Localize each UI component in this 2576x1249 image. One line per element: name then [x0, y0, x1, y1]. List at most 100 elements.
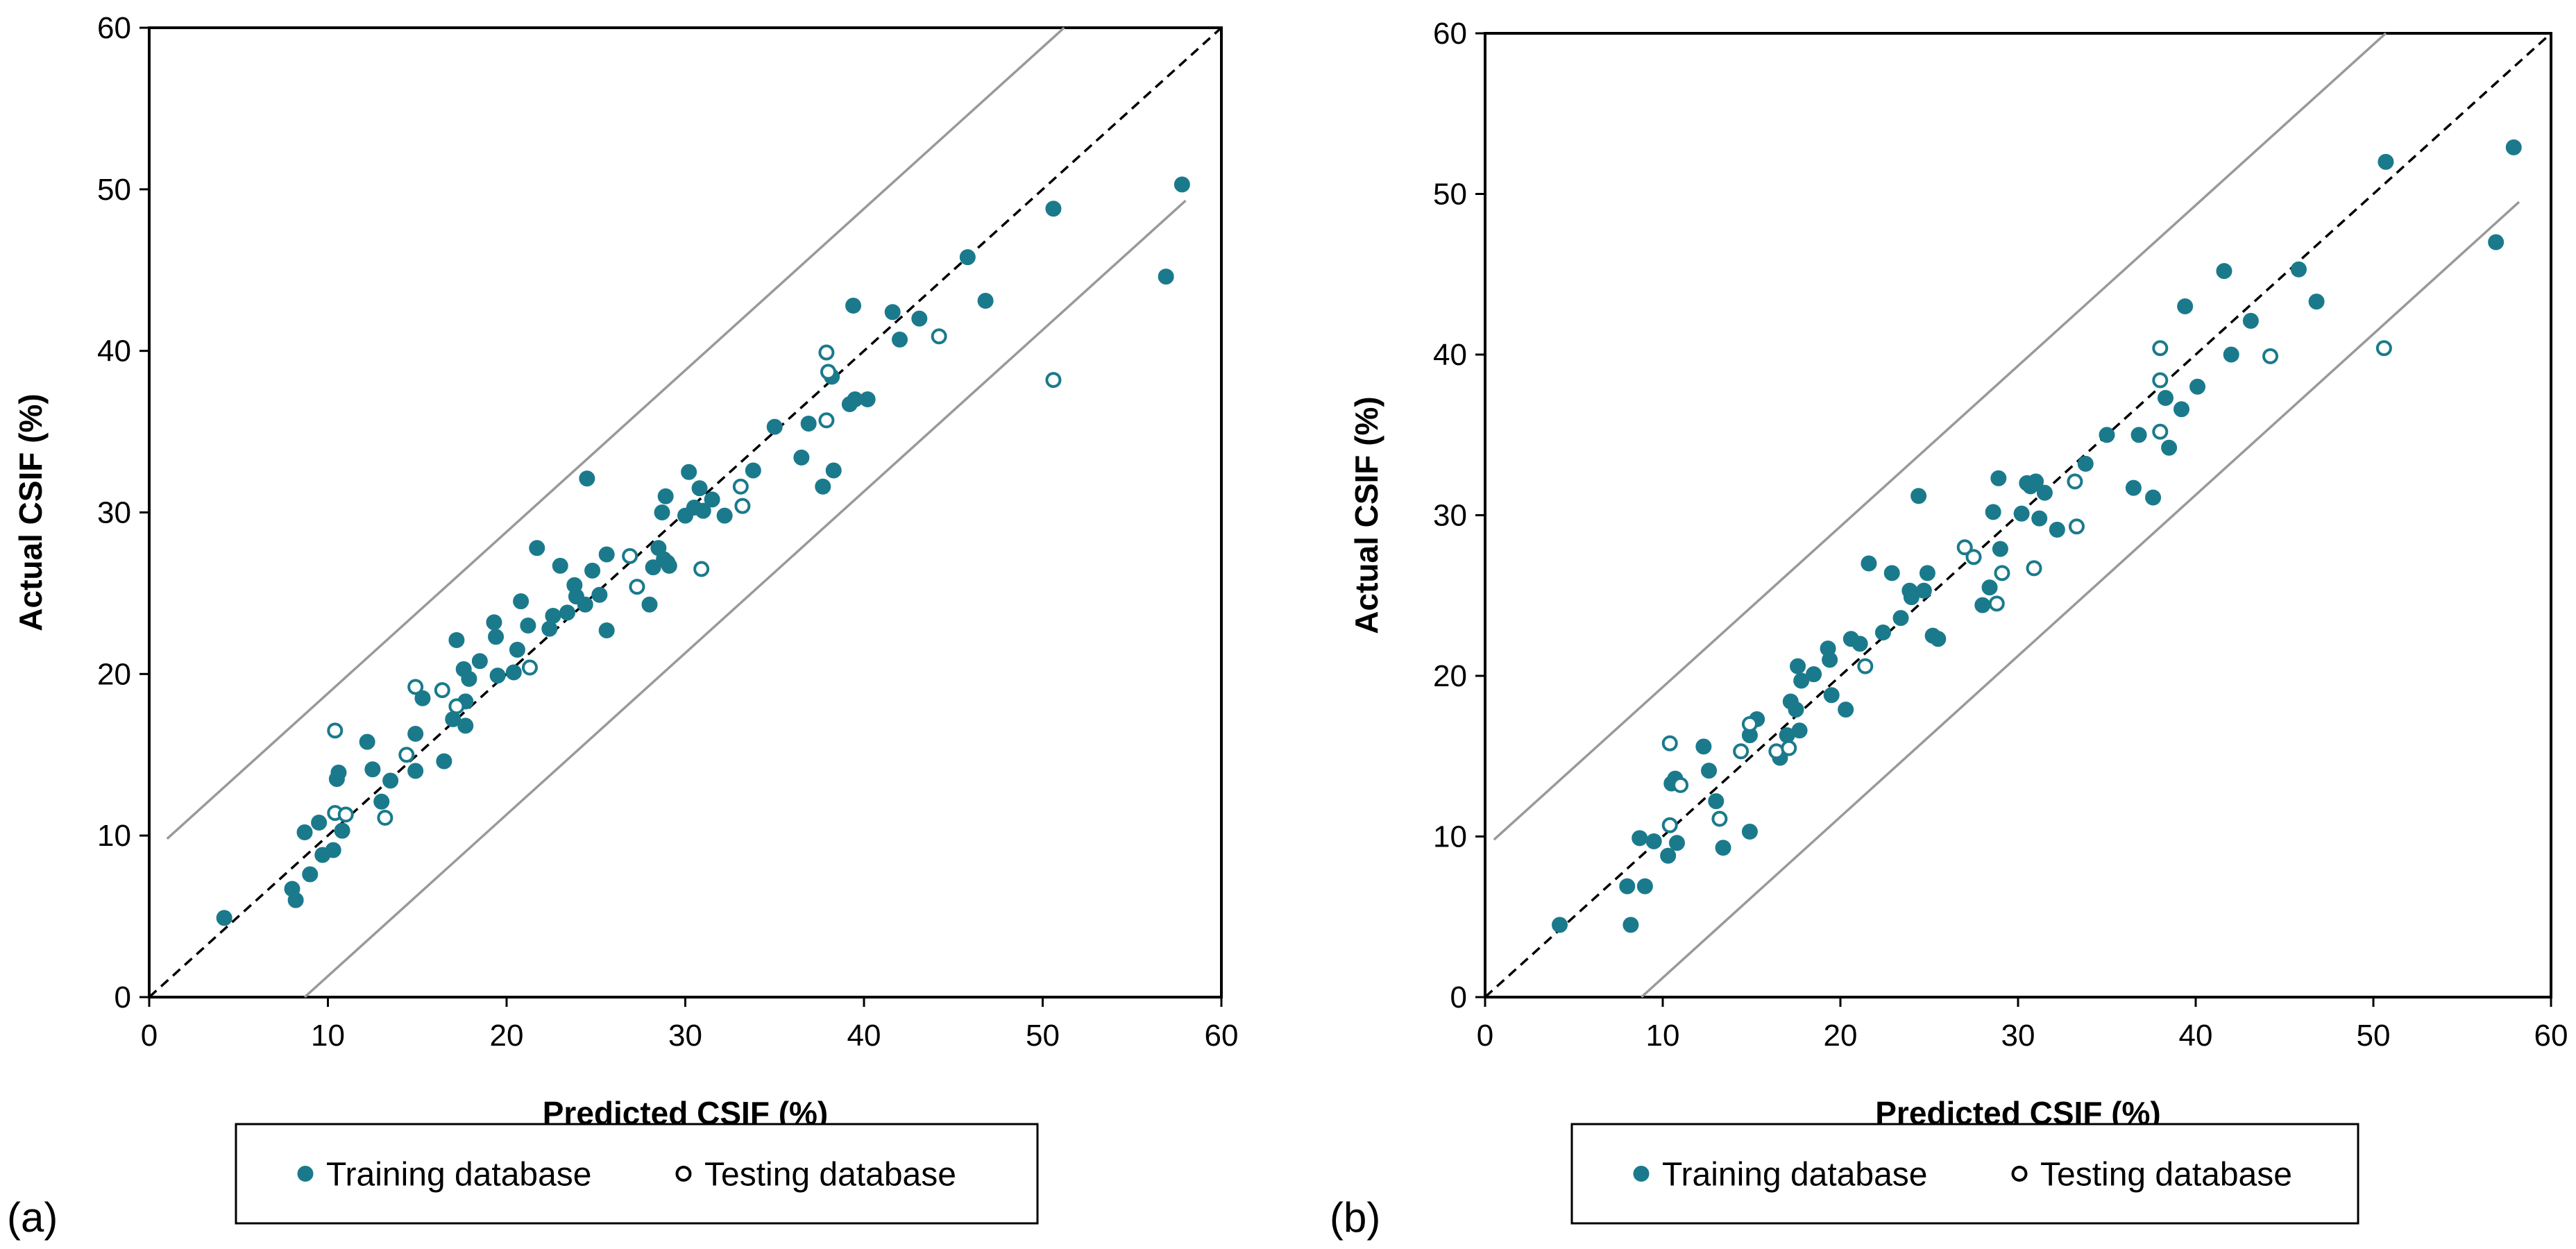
training-point [2125, 479, 2142, 496]
x-tick-label: 60 [1205, 1019, 1239, 1053]
testing-point [434, 682, 450, 699]
panel-label: (a) [7, 1194, 58, 1241]
training-point [745, 462, 761, 479]
training-point [2031, 510, 2048, 527]
training-point [859, 391, 876, 408]
training-point [1741, 824, 1758, 840]
training-point [2216, 263, 2232, 280]
testing-point [337, 806, 354, 823]
y-tick-label: 10 [1433, 820, 1467, 854]
training-point [1173, 176, 1190, 193]
legend-training-label: Training database [326, 1157, 591, 1193]
training-point [641, 596, 658, 613]
training-point [815, 478, 831, 495]
training-point [1919, 565, 1935, 581]
y-tick-label: 0 [1450, 980, 1467, 1014]
testing-point [377, 810, 393, 826]
testing-point [2068, 518, 2085, 535]
testing-point [1781, 740, 1797, 756]
legend-training-marker [1633, 1166, 1650, 1182]
training-point [695, 502, 711, 519]
x-tick-label: 50 [1026, 1019, 1060, 1053]
training-point [1793, 672, 1810, 689]
x-tick-label: 50 [2357, 1019, 2391, 1053]
testing-point [1661, 817, 1678, 833]
testing-point [1994, 565, 2010, 581]
y-tick-label: 20 [1433, 659, 1467, 693]
training-point [1822, 652, 1838, 668]
testing-point [931, 328, 947, 345]
x-tick-label: 30 [668, 1019, 702, 1053]
training-point [1660, 847, 1677, 864]
training-point [373, 793, 390, 810]
training-point [1790, 658, 1806, 674]
training-point [2290, 261, 2307, 278]
training-point [892, 331, 908, 348]
training-point [471, 653, 488, 670]
training-point [529, 540, 545, 556]
training-point [1981, 579, 1998, 596]
training-point [488, 629, 505, 645]
testing-point [818, 344, 835, 361]
x-tick-label: 0 [141, 1019, 158, 1053]
x-tick-label: 0 [1477, 1019, 1493, 1053]
training-point [2174, 401, 2190, 418]
training-point [661, 557, 677, 574]
training-point [1910, 488, 1927, 504]
training-point [1045, 201, 1062, 217]
y-tick-label: 60 [97, 11, 131, 45]
training-point [1695, 738, 1712, 755]
y-tick-label: 40 [97, 334, 131, 368]
testing-point [1956, 539, 1973, 556]
training-point [520, 617, 536, 634]
training-point [1791, 722, 1808, 739]
training-point [2028, 473, 2044, 490]
training-point [1636, 878, 1653, 894]
training-point [598, 546, 615, 563]
training-point [330, 764, 347, 781]
testing-point [1857, 658, 1874, 674]
training-point [598, 622, 615, 638]
testing-point [2026, 560, 2042, 577]
testing-point [2262, 348, 2279, 364]
training-point [364, 761, 381, 778]
training-point [1838, 702, 1854, 718]
testing-point [1045, 372, 1062, 389]
y-tick-label: 40 [1433, 338, 1467, 372]
y-tick-label: 30 [1433, 499, 1467, 533]
training-point [884, 304, 901, 321]
training-point [579, 470, 595, 487]
legend-testing-label: Testing database [704, 1157, 956, 1193]
training-point [1852, 636, 1868, 652]
training-point [407, 763, 424, 779]
training-point [1552, 917, 1568, 933]
training-point [1990, 470, 2007, 486]
y-tick-label: 10 [97, 819, 131, 853]
training-point [911, 310, 928, 327]
training-point [302, 866, 319, 883]
x-tick-label: 40 [2179, 1019, 2213, 1053]
training-point [1930, 631, 1947, 647]
training-point [2378, 153, 2394, 170]
y-tick-label: 30 [97, 496, 131, 530]
training-point [2488, 234, 2505, 250]
training-point [1903, 589, 1920, 606]
training-point [654, 504, 670, 520]
training-point [489, 668, 506, 684]
training-point [1974, 597, 1991, 613]
training-point [1701, 763, 1718, 779]
training-point [559, 604, 576, 621]
training-point [645, 559, 661, 576]
y-tick-label: 0 [115, 980, 131, 1014]
training-point [2130, 427, 2147, 443]
testing-point [407, 679, 424, 695]
testing-point [820, 364, 836, 380]
legend-training-marker [297, 1166, 314, 1182]
training-point [216, 910, 232, 926]
training-point [793, 449, 810, 466]
training-point [977, 292, 994, 309]
testing-point [1733, 743, 1749, 760]
training-point [311, 815, 328, 831]
legend-testing-marker [675, 1166, 692, 1182]
testing-point [398, 747, 415, 763]
